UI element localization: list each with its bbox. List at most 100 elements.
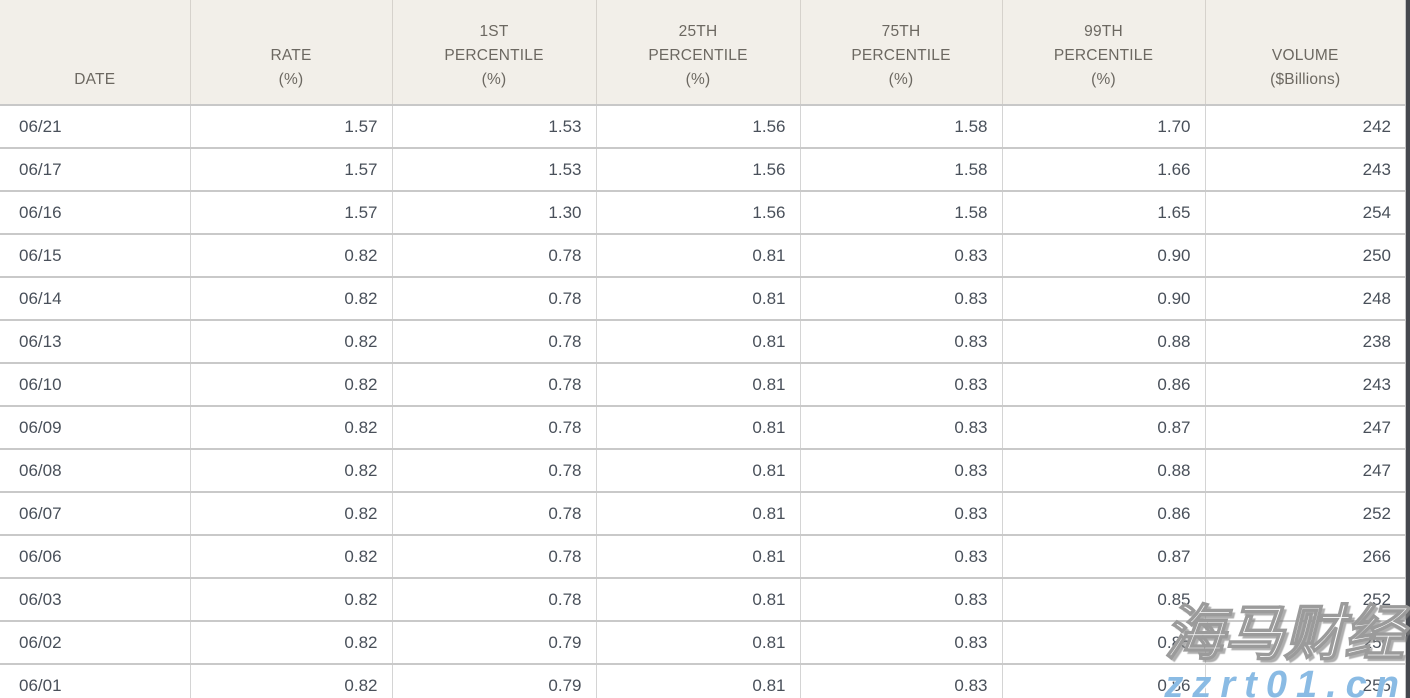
value-cell: 0.81 xyxy=(596,363,801,407)
date-cell: 06/07 xyxy=(0,492,191,536)
value-cell: 0.82 xyxy=(190,664,393,698)
date-cell: 06/01 xyxy=(0,664,191,698)
column-header-line: 75TH xyxy=(881,23,921,40)
column-header-line: PERCENTILE xyxy=(444,47,544,64)
value-cell: 252 xyxy=(1205,578,1405,622)
value-cell: 1.56 xyxy=(596,105,801,149)
value-cell: 247 xyxy=(1205,449,1405,493)
column-header-line: (%) xyxy=(888,71,914,88)
value-cell: 0.78 xyxy=(392,363,597,407)
value-cell: 0.82 xyxy=(190,320,393,364)
value-cell: 256 xyxy=(1205,621,1405,665)
value-cell: 0.81 xyxy=(596,277,801,321)
date-cell: 06/06 xyxy=(0,535,191,579)
date-cell: 06/14 xyxy=(0,277,191,321)
date-cell: 06/09 xyxy=(0,406,191,450)
value-cell: 248 xyxy=(1205,277,1405,321)
column-header-date: DATE xyxy=(0,0,191,106)
value-cell: 252 xyxy=(1205,492,1405,536)
value-cell: 0.81 xyxy=(596,492,801,536)
value-cell: 1.57 xyxy=(190,148,393,192)
value-cell: 1.53 xyxy=(392,148,597,192)
value-cell: 238 xyxy=(1205,320,1405,364)
value-cell: 1.56 xyxy=(596,191,801,235)
value-cell: 0.81 xyxy=(596,578,801,622)
value-cell: 1.70 xyxy=(1002,105,1206,149)
value-cell: 0.88 xyxy=(1002,449,1206,493)
column-header-line: DATE xyxy=(74,71,116,88)
value-cell: 0.83 xyxy=(800,406,1003,450)
value-cell: 0.81 xyxy=(596,535,801,579)
column-header-line: VOLUME xyxy=(1271,47,1339,64)
date-cell: 06/08 xyxy=(0,449,191,493)
value-cell: 0.82 xyxy=(190,535,393,579)
date-cell: 06/17 xyxy=(0,148,191,192)
value-cell: 0.83 xyxy=(800,449,1003,493)
value-cell: 0.83 xyxy=(800,621,1003,665)
value-cell: 247 xyxy=(1205,406,1405,450)
table-row: 06/08 0.82 0.78 0.81 0.83 0.88 247 xyxy=(0,449,1405,493)
column-header-line: PERCENTILE xyxy=(648,47,748,64)
value-cell: 0.79 xyxy=(392,664,597,698)
column-header-line: (%) xyxy=(278,71,304,88)
value-cell: 254 xyxy=(1205,191,1405,235)
value-cell: 0.81 xyxy=(596,664,801,698)
value-cell: 0.88 xyxy=(1002,320,1206,364)
vertical-scrollbar[interactable] xyxy=(1405,0,1410,698)
column-header-line: 99TH xyxy=(1084,23,1123,40)
date-cell: 06/03 xyxy=(0,578,191,622)
value-cell: 0.82 xyxy=(190,492,393,536)
value-cell: 255 xyxy=(1205,664,1405,698)
date-cell: 06/13 xyxy=(0,320,191,364)
value-cell: 0.82 xyxy=(190,234,393,278)
table-row: 06/16 1.57 1.30 1.56 1.58 1.65 254 xyxy=(0,191,1405,235)
value-cell: 0.87 xyxy=(1002,535,1206,579)
value-cell: 0.86 xyxy=(1002,664,1206,698)
value-cell: 0.82 xyxy=(190,449,393,493)
value-cell: 0.87 xyxy=(1002,406,1206,450)
value-cell: 0.78 xyxy=(392,277,597,321)
value-cell: 1.56 xyxy=(596,148,801,192)
value-cell: 0.90 xyxy=(1002,277,1206,321)
value-cell: 0.81 xyxy=(596,320,801,364)
value-cell: 0.83 xyxy=(800,234,1003,278)
value-cell: 0.83 xyxy=(800,664,1003,698)
date-cell: 06/21 xyxy=(0,105,191,149)
value-cell: 0.78 xyxy=(392,406,597,450)
value-cell: 0.83 xyxy=(800,277,1003,321)
value-cell: 0.78 xyxy=(392,535,597,579)
column-header-volume: VOLUME ($Billions) xyxy=(1205,0,1405,106)
value-cell: 0.78 xyxy=(392,492,597,536)
value-cell: 0.82 xyxy=(190,621,393,665)
value-cell: 1.66 xyxy=(1002,148,1206,192)
value-cell: 1.30 xyxy=(392,191,597,235)
value-cell: 1.53 xyxy=(392,105,597,149)
value-cell: 0.83 xyxy=(800,363,1003,407)
value-cell: 0.78 xyxy=(392,320,597,364)
value-cell: 0.78 xyxy=(392,234,597,278)
table-row: 06/10 0.82 0.78 0.81 0.83 0.86 243 xyxy=(0,363,1405,407)
value-cell: 0.85 xyxy=(1002,578,1206,622)
column-header-line: (%) xyxy=(1091,71,1116,88)
table-row: 06/06 0.82 0.78 0.81 0.83 0.87 266 xyxy=(0,535,1405,579)
table-row: 06/09 0.82 0.78 0.81 0.83 0.87 247 xyxy=(0,406,1405,450)
value-cell: 0.83 xyxy=(800,578,1003,622)
value-cell: 0.86 xyxy=(1002,363,1206,407)
value-cell: 1.58 xyxy=(800,148,1003,192)
table-row: 06/15 0.82 0.78 0.81 0.83 0.90 250 xyxy=(0,234,1405,278)
column-header-line: PERCENTILE xyxy=(851,47,951,64)
table-row: 06/02 0.82 0.79 0.81 0.83 0.85 256 xyxy=(0,621,1405,665)
value-cell: 0.90 xyxy=(1002,234,1206,278)
value-cell: 0.82 xyxy=(190,277,393,321)
date-cell: 06/15 xyxy=(0,234,191,278)
date-cell: 06/02 xyxy=(0,621,191,665)
value-cell: 0.81 xyxy=(596,406,801,450)
value-cell: 242 xyxy=(1205,105,1405,149)
table-row: 06/17 1.57 1.53 1.56 1.58 1.66 243 xyxy=(0,148,1405,192)
value-cell: 0.79 xyxy=(392,621,597,665)
value-cell: 1.65 xyxy=(1002,191,1206,235)
column-header-line: PERCENTILE xyxy=(1053,47,1154,64)
column-header-p99: 99TH PERCENTILE (%) xyxy=(1002,0,1206,106)
value-cell: 0.83 xyxy=(800,492,1003,536)
